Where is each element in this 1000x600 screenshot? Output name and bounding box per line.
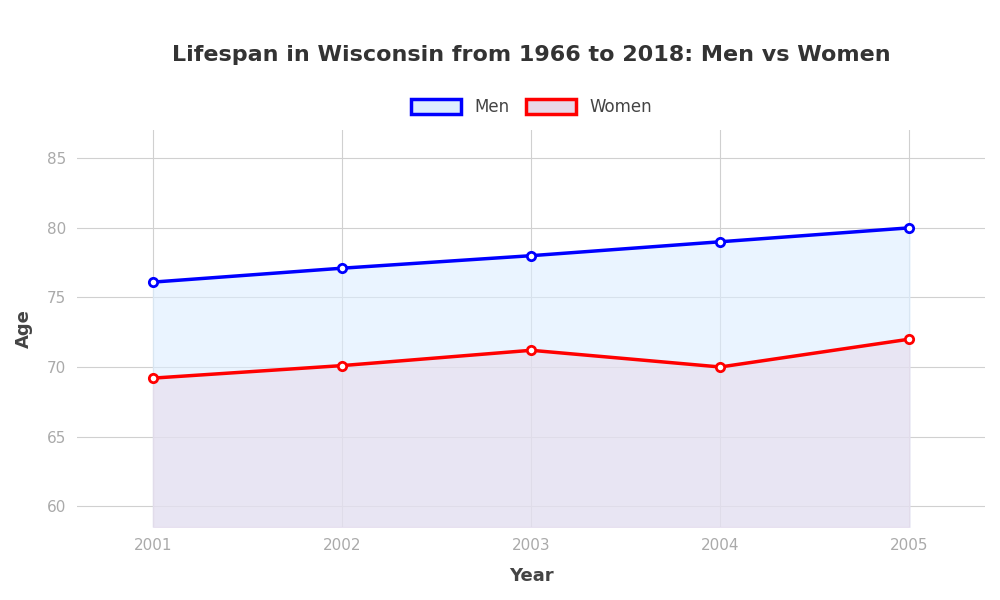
Title: Lifespan in Wisconsin from 1966 to 2018: Men vs Women: Lifespan in Wisconsin from 1966 to 2018:… [172, 45, 891, 65]
Y-axis label: Age: Age [15, 309, 33, 348]
X-axis label: Year: Year [509, 567, 554, 585]
Legend: Men, Women: Men, Women [404, 91, 658, 122]
